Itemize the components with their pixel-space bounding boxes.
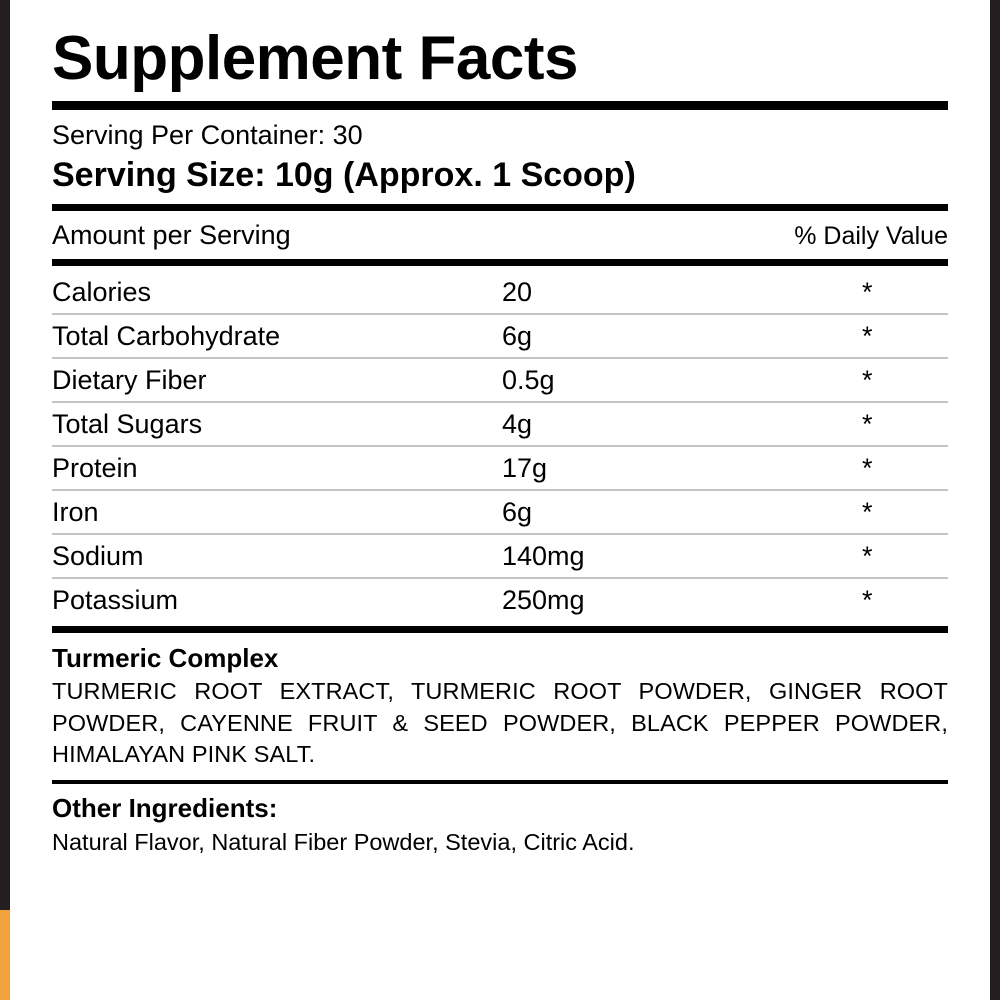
nutrient-name: Iron: [52, 490, 502, 536]
blend-heading: Turmeric Complex: [52, 643, 279, 674]
table-row: Total Sugars 4g *: [52, 402, 948, 448]
supplement-facts-panel: Supplement Facts Serving Per Container: …: [10, 0, 990, 1000]
nutrient-amount: 0.5g: [502, 358, 862, 404]
nutrient-daily-value: *: [862, 490, 948, 536]
nutrient-name: Sodium: [52, 534, 502, 580]
nutrient-daily-value: *: [862, 314, 948, 360]
nutrient-name: Potassium: [52, 585, 179, 616]
serving-per-container: Serving Per Container: 30: [52, 120, 363, 151]
divider-above-nutrients: [52, 259, 948, 267]
table-row: Sodium 140mg *: [52, 534, 948, 580]
nutrient-daily-value: *: [862, 585, 873, 616]
nutrient-daily-value: *: [862, 446, 948, 492]
table-row: Calories 20 *: [52, 271, 948, 316]
table-row: Iron 6g *: [52, 490, 948, 536]
label-frame-left-edge: [0, 0, 10, 1000]
nutrient-daily-value: *: [862, 534, 948, 580]
divider-under-title: [52, 101, 948, 111]
label-frame-right-edge: [990, 0, 1000, 1000]
other-ingredients-text: Natural Flavor, Natural Fiber Powder, St…: [52, 829, 635, 856]
nutrient-amount: 250mg: [502, 585, 585, 616]
nutrient-amount: 17g: [502, 446, 862, 492]
nutrients-table: Calories 20 * Total Carbohydrate 6g * Di…: [52, 271, 948, 621]
table-row: Total Carbohydrate 6g *: [52, 314, 948, 360]
nutrient-name: Calories: [52, 271, 502, 316]
nutrient-daily-value: *: [862, 271, 948, 316]
nutrient-name: Total Carbohydrate: [52, 314, 502, 360]
divider-under-serving: [52, 204, 948, 212]
nutrient-name: Protein: [52, 446, 502, 492]
nutrient-amount: 6g: [502, 314, 862, 360]
amount-per-serving-label: Amount per Serving: [52, 220, 291, 251]
table-row: Potassium 250mg *: [52, 578, 948, 621]
page-title: Supplement Facts: [52, 24, 579, 93]
nutrient-name: Total Sugars: [52, 402, 502, 448]
divider-below-nutrients: [52, 626, 948, 634]
daily-value-header: % Daily Value: [794, 222, 948, 251]
nutrient-amount: 4g: [502, 402, 862, 448]
amount-per-serving-row: Amount per Serving % Daily Value: [52, 211, 948, 259]
nutrient-name: Dietary Fiber: [52, 358, 502, 404]
nutrient-amount: 6g: [502, 490, 862, 536]
other-ingredients-heading: Other Ingredients:: [52, 793, 278, 824]
divider-above-other-ingredients: [52, 780, 948, 785]
nutrient-daily-value: *: [862, 402, 948, 448]
nutrient-daily-value: *: [862, 358, 948, 404]
label-frame-accent-block: [0, 910, 10, 1000]
table-row: Protein 17g *: [52, 446, 948, 492]
serving-size: Serving Size: 10g (Approx. 1 Scoop): [52, 156, 636, 195]
table-row: Dietary Fiber 0.5g *: [52, 358, 948, 404]
nutrient-amount: 140mg: [502, 534, 862, 580]
nutrient-amount: 20: [502, 271, 862, 316]
blend-ingredients-text: TURMERIC ROOT EXTRACT, TURMERIC ROOT POW…: [52, 678, 948, 767]
